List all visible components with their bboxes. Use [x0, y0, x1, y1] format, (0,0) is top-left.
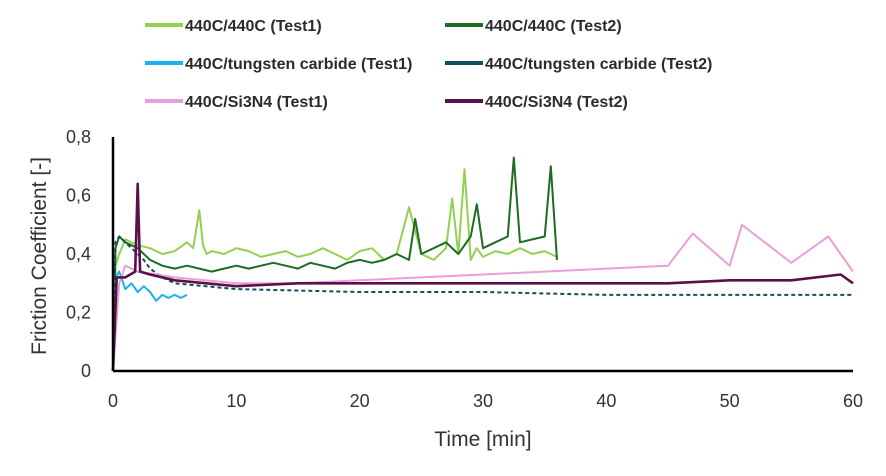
series-line — [112, 223, 854, 372]
legend-label: 440C/Si3N4 (Test1) — [185, 94, 328, 111]
legend-label: 440C/Si3N4 (Test2) — [485, 94, 628, 111]
x-tick-label: 30 — [473, 391, 493, 411]
series-line — [111, 182, 854, 372]
y-tick-label: 0,4 — [66, 244, 91, 264]
y-tick-label: 0,6 — [66, 186, 91, 206]
y-tick-label: 0,8 — [66, 127, 91, 147]
x-axis-label: Time [min] — [434, 428, 531, 451]
x-tick-label: 10 — [226, 391, 246, 411]
legend-label: 440C/440C (Test2) — [485, 18, 622, 35]
legend: 440C/440C (Test1) 440C/440C (Test2) 440C/t… — [145, 18, 712, 111]
x-tick-label: 20 — [350, 391, 370, 411]
series-line — [112, 168, 558, 372]
plot-area — [111, 156, 854, 372]
x-tick-label: 50 — [720, 391, 740, 411]
y-axis-label: Friction Coefficient [-] — [28, 157, 51, 355]
x-tick-label: 40 — [596, 391, 616, 411]
series-line — [112, 156, 558, 372]
legend-label: 440C/tungsten carbide (Test2) — [485, 56, 712, 73]
legend-label: 440C/tungsten carbide (Test1) — [185, 56, 412, 73]
x-tick-label: 0 — [108, 391, 118, 411]
series-line — [112, 270, 188, 372]
axes: 0 0,2 0,4 0,6 0,8 0 10 20 30 40 50 60 — [66, 127, 863, 411]
legend-label: 440C/440C (Test1) — [185, 18, 322, 35]
y-tick-label: 0 — [81, 361, 91, 381]
x-tick-label: 60 — [843, 391, 863, 411]
y-tick-label: 0,2 — [66, 303, 91, 323]
